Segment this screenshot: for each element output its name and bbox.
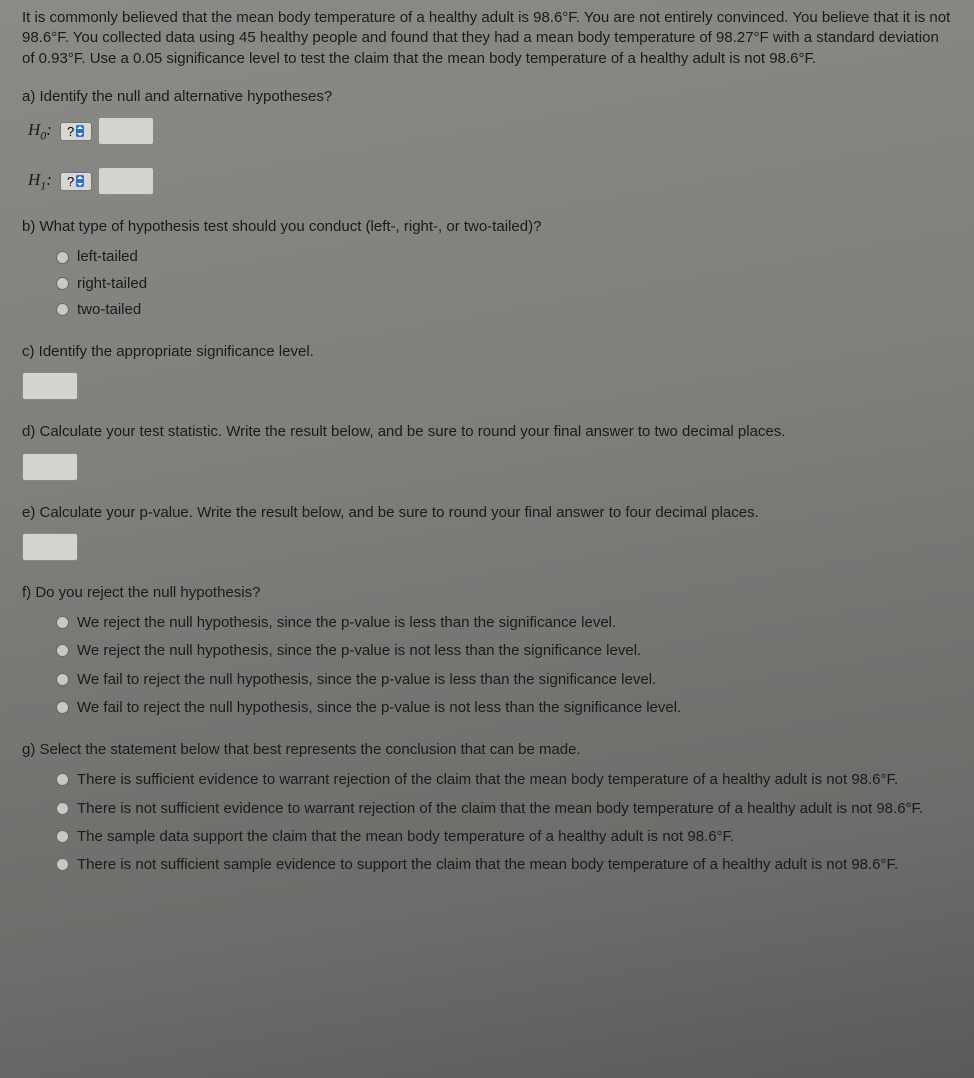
radio-label: There is not sufficient sample evidence … <box>77 855 952 875</box>
question-e-prompt: e) Calculate your p-value. Write the res… <box>22 503 952 523</box>
significance-level-input[interactable] <box>22 372 78 400</box>
question-e: e) Calculate your p-value. Write the res… <box>22 503 952 561</box>
radio-icon <box>56 251 69 264</box>
radio-option-g1[interactable]: There is sufficient evidence to warrant … <box>56 770 952 790</box>
radio-label: There is not sufficient evidence to warr… <box>77 799 952 819</box>
h0-symbol: H0: <box>28 119 52 144</box>
radio-icon <box>56 644 69 657</box>
radio-icon <box>56 701 69 714</box>
question-a: a) Identify the null and alternative hyp… <box>22 87 952 195</box>
radio-option-g2[interactable]: There is not sufficient evidence to warr… <box>56 799 952 819</box>
question-g: g) Select the statement below that best … <box>22 740 952 875</box>
problem-intro: It is commonly believed that the mean bo… <box>22 8 952 69</box>
question-f-prompt: f) Do you reject the null hypothesis? <box>22 583 952 603</box>
question-d: d) Calculate your test statistic. Write … <box>22 422 952 480</box>
test-statistic-input[interactable] <box>22 453 78 481</box>
radio-icon <box>56 303 69 316</box>
question-c-prompt: c) Identify the appropriate significance… <box>22 342 952 362</box>
radio-option-f1[interactable]: We reject the null hypothesis, since the… <box>56 613 952 633</box>
radio-icon <box>56 858 69 871</box>
question-c: c) Identify the appropriate significance… <box>22 342 952 400</box>
radio-label: We reject the null hypothesis, since the… <box>77 641 952 661</box>
dropdown-arrows-icon <box>76 175 84 187</box>
radio-icon <box>56 616 69 629</box>
h1-row: H1: ? <box>28 167 952 195</box>
radio-label: There is sufficient evidence to warrant … <box>77 770 952 790</box>
dropdown-arrows-icon <box>76 125 84 137</box>
h1-symbol: H1: <box>28 169 52 194</box>
question-g-prompt: g) Select the statement below that best … <box>22 740 952 760</box>
radio-label: We fail to reject the null hypothesis, s… <box>77 698 952 718</box>
radio-label: left-tailed <box>77 247 138 267</box>
question-f: f) Do you reject the null hypothesis? We… <box>22 583 952 718</box>
radio-icon <box>56 830 69 843</box>
radio-option-f3[interactable]: We fail to reject the null hypothesis, s… <box>56 670 952 690</box>
h1-value-input[interactable] <box>98 167 154 195</box>
radio-icon <box>56 277 69 290</box>
radio-option-f2[interactable]: We reject the null hypothesis, since the… <box>56 641 952 661</box>
radio-option-right-tailed[interactable]: right-tailed <box>56 274 952 294</box>
question-b-prompt: b) What type of hypothesis test should y… <box>22 217 952 237</box>
radio-icon <box>56 802 69 815</box>
radio-option-left-tailed[interactable]: left-tailed <box>56 247 952 267</box>
question-b: b) What type of hypothesis test should y… <box>22 217 952 320</box>
h0-row: H0: ? <box>28 117 952 145</box>
radio-option-g3[interactable]: The sample data support the claim that t… <box>56 827 952 847</box>
radio-option-two-tailed[interactable]: two-tailed <box>56 300 952 320</box>
radio-label: two-tailed <box>77 300 141 320</box>
radio-option-g4[interactable]: There is not sufficient sample evidence … <box>56 855 952 875</box>
radio-label: The sample data support the claim that t… <box>77 827 952 847</box>
radio-label: We fail to reject the null hypothesis, s… <box>77 670 952 690</box>
question-a-prompt: a) Identify the null and alternative hyp… <box>22 87 952 107</box>
radio-option-f4[interactable]: We fail to reject the null hypothesis, s… <box>56 698 952 718</box>
question-d-prompt: d) Calculate your test statistic. Write … <box>22 422 952 442</box>
p-value-input[interactable] <box>22 533 78 561</box>
radio-label: We reject the null hypothesis, since the… <box>77 613 952 633</box>
radio-label: right-tailed <box>77 274 147 294</box>
h0-value-input[interactable] <box>98 117 154 145</box>
radio-icon <box>56 673 69 686</box>
radio-icon <box>56 773 69 786</box>
